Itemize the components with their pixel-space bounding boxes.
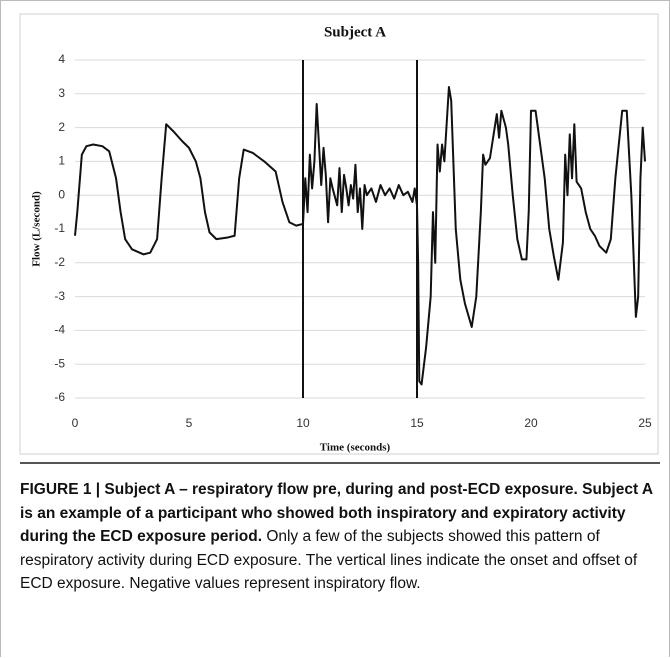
y-tick-label: 0 [58,187,65,201]
y-tick-label: 3 [58,86,65,100]
y-axis-label: Flow (L/second) [31,191,43,267]
y-tick-label: 4 [58,52,65,66]
x-tick-label: 0 [72,416,79,430]
y-tick-label: -1 [54,221,65,235]
x-tick-label: 15 [410,416,424,430]
chart: Subject A Time (seconds) Flow (L/second)… [19,13,659,455]
caption: FIGURE 1 | Subject A – respiratory flow … [20,462,660,596]
x-axis-label: Time (seconds) [320,442,391,454]
y-tick-label: 2 [58,120,65,134]
y-tick-label: -5 [54,356,65,370]
x-tick-label: 10 [296,416,310,430]
x-tick-label: 5 [186,416,193,430]
chart-title: Subject A [324,24,386,40]
y-tick-label: -3 [54,289,65,303]
caption-body: Only a few of the subjects showed this p… [20,528,638,592]
y-tick-label: -6 [54,390,65,404]
x-tick-label: 20 [524,416,538,430]
caption-heading: FIGURE 1 | Subject A – respiratory flow … [20,481,653,545]
x-tick-label: 25 [638,416,652,430]
y-tick-label: 1 [58,154,65,168]
y-tick-label: -4 [54,323,65,337]
chart-border [19,13,659,455]
y-tick-label: -2 [54,255,65,269]
flow-line [74,86,646,386]
